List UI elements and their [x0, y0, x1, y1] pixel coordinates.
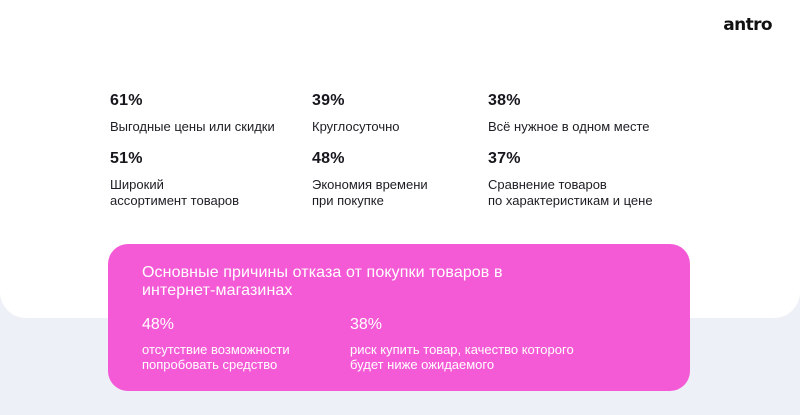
antro-logo: antro [723, 15, 772, 35]
reason-stat-2: 39% Круглосуточно [312, 92, 512, 135]
reason-label: Всё нужное в одном месте [488, 119, 650, 134]
reason-percent: 48% [312, 150, 345, 167]
reason-percent: 61% [110, 92, 143, 109]
reason-percent: 37% [488, 150, 521, 167]
reason-stat-1: 61% Выгодные цены или скидки [110, 92, 310, 135]
refusal-label: риск купить товар, качество которого буд… [350, 342, 574, 372]
refusal-stat-2: 38% риск купить товар, качество которого… [350, 316, 630, 372]
reason-stat-5: 48% Экономия времени при покупке [312, 150, 512, 209]
reason-stat-3: 38% Всё нужное в одном месте [488, 92, 688, 135]
reason-label: Выгодные цены или скидки [110, 119, 275, 134]
refusal-title: Основные причины отказа от покупки товар… [142, 264, 503, 299]
reason-stat-6: 37% Сравнение товаров по характеристикам… [488, 150, 688, 209]
reason-label: Круглосуточно [312, 119, 400, 134]
refusal-reasons-block: Основные причины отказа от покупки товар… [108, 244, 690, 391]
refusal-percent: 48% [142, 316, 175, 333]
reason-percent: 38% [488, 92, 521, 109]
reason-percent: 39% [312, 92, 345, 109]
refusal-label: отсутствие возможности попробовать средс… [142, 342, 290, 372]
reason-percent: 51% [110, 150, 143, 167]
refusal-percent: 38% [350, 316, 383, 333]
reason-label: Сравнение товаров по характеристикам и ц… [488, 177, 653, 208]
refusal-stat-1: 48% отсутствие возможности попробовать с… [142, 316, 342, 372]
reason-label: Экономия времени при покупке [312, 177, 428, 208]
reason-label: Широкий ассортимент товаров [110, 177, 240, 208]
reason-stat-4: 51% Широкий ассортимент товаров [110, 150, 310, 209]
